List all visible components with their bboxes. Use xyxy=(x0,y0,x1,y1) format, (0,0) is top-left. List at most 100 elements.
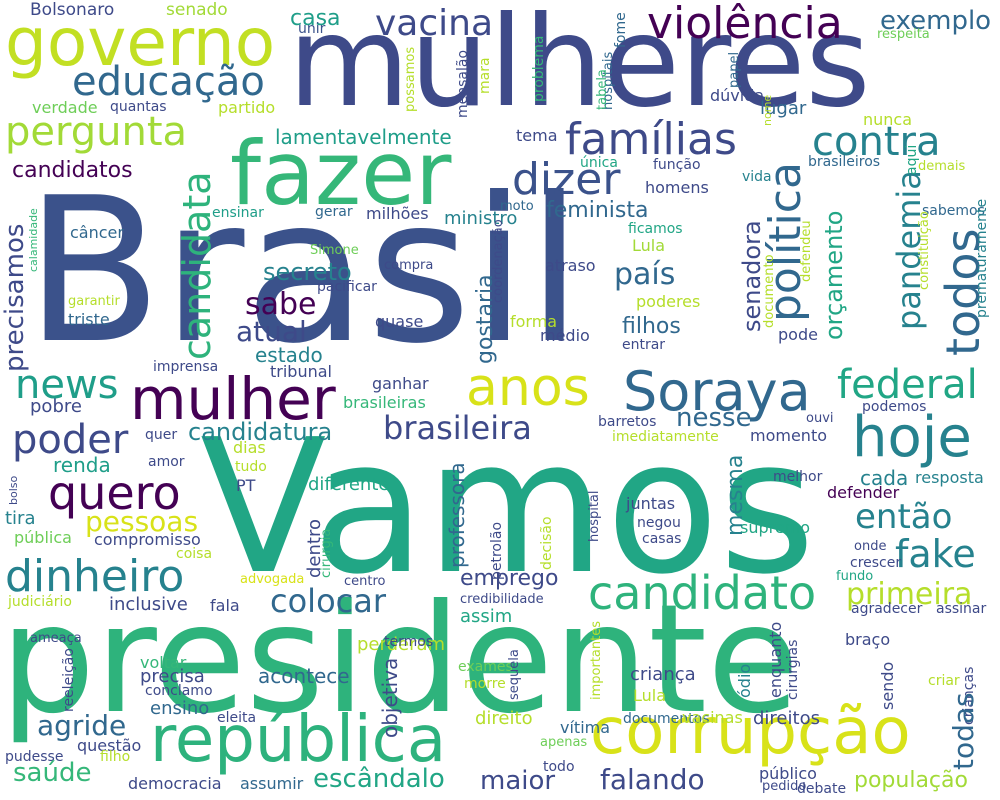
word-191: papel xyxy=(727,51,742,88)
word-164: orçamento xyxy=(820,210,848,340)
word-38: ministro xyxy=(444,208,518,229)
word-185: sendo xyxy=(878,661,897,710)
word-17: respeita xyxy=(877,27,930,42)
word-99: tira xyxy=(5,508,36,529)
word-73: pobre xyxy=(30,396,82,417)
word-58: médio xyxy=(540,326,590,345)
word-180: sequela xyxy=(507,649,522,700)
word-121: agradecer xyxy=(851,601,923,617)
word-34: vida xyxy=(742,169,772,185)
word-43: ficamos xyxy=(628,221,683,237)
word-182: ódio xyxy=(735,663,754,698)
word-178: reeleição xyxy=(61,648,77,712)
word-13: casa xyxy=(290,6,341,31)
word-156: debate xyxy=(797,781,847,797)
word-20: dizer xyxy=(512,154,621,205)
word-94: diferente xyxy=(308,474,390,495)
word-88: tudo xyxy=(235,459,267,475)
word-98: então xyxy=(855,497,953,537)
word-36: feminista xyxy=(546,198,649,223)
word-128: termos xyxy=(384,634,434,650)
word-86: renda xyxy=(53,453,111,477)
word-45: sabemos xyxy=(922,203,985,219)
word-14: Bolsonaro xyxy=(30,0,115,20)
word-40: gerar xyxy=(315,204,353,220)
word-71: ganhar xyxy=(372,374,429,393)
word-177: bolso xyxy=(7,475,20,505)
word-165: senadora xyxy=(738,220,766,332)
word-192: mara xyxy=(477,57,493,94)
word-66: tribunal xyxy=(270,362,332,381)
word-97: pessoas xyxy=(85,505,199,538)
word-145: apenas xyxy=(540,735,588,750)
word-52: garantir xyxy=(68,294,120,309)
word-198: documento xyxy=(762,254,777,328)
word-113: centro xyxy=(344,574,386,589)
word-75: nesse xyxy=(676,403,752,433)
word-39: milhões xyxy=(366,204,429,223)
word-150: saúde xyxy=(13,758,92,788)
word-124: ameaça xyxy=(30,631,82,646)
word-37: moto xyxy=(500,199,534,214)
word-7: pergunta xyxy=(5,109,188,155)
word-126: perderam xyxy=(357,634,446,655)
word-26: tema xyxy=(516,126,558,145)
word-84: ouvi xyxy=(806,411,834,426)
word-179: objetiva xyxy=(378,657,402,738)
word-8: república xyxy=(150,703,447,777)
word-9: corrupção xyxy=(590,695,911,769)
word-193: mensalão xyxy=(455,49,471,118)
word-155: pedido xyxy=(762,779,807,794)
word-142: vacinas xyxy=(682,708,743,727)
word-92: resposta xyxy=(915,468,984,487)
word-104: casas xyxy=(642,531,682,547)
word-153: falando xyxy=(600,763,705,796)
word-138: ensino xyxy=(150,698,210,719)
word-18: famílias xyxy=(565,114,737,165)
word-23: verdade xyxy=(32,98,98,117)
word-152: maior xyxy=(480,766,556,796)
word-117: credibilidade xyxy=(460,592,544,607)
word-187: todas xyxy=(947,692,980,770)
word-175: decisão xyxy=(539,516,555,570)
word-119: inclusive xyxy=(109,594,188,615)
word-120: fala xyxy=(210,596,240,615)
word-82: imediatamente xyxy=(612,429,719,445)
word-134: acontece xyxy=(258,664,350,688)
word-201: prematuramente xyxy=(974,198,990,318)
word-114: candidato xyxy=(588,566,817,620)
word-4: fazer xyxy=(230,122,452,225)
word-195: problema xyxy=(531,35,547,102)
word-87: amor xyxy=(148,454,185,470)
word-90: cada xyxy=(860,466,909,490)
word-67: mulher xyxy=(130,365,336,433)
word-140: direito xyxy=(475,708,533,729)
word-108: dinheiro xyxy=(5,551,185,602)
word-176: hospital xyxy=(587,490,602,542)
word-100: negou xyxy=(637,515,681,531)
word-35: homens xyxy=(645,178,709,197)
word-69: Soraya xyxy=(623,360,811,423)
word-141: documentos xyxy=(623,711,710,727)
word-72: brasileiras xyxy=(343,393,426,412)
word-6: educação xyxy=(72,59,265,105)
word-149: todo xyxy=(543,759,575,775)
word-95: defender xyxy=(827,483,900,502)
word-10: violência xyxy=(647,0,843,49)
word-80: hoje xyxy=(852,405,972,470)
word-25: partido xyxy=(218,98,276,117)
word-15: senado xyxy=(166,0,228,20)
word-64: news xyxy=(15,362,119,408)
word-93: PT xyxy=(236,476,256,495)
word-105: onde xyxy=(854,539,887,554)
word-129: exames xyxy=(458,659,513,675)
word-110: fundo xyxy=(836,569,874,584)
word-101: supremo xyxy=(740,518,811,537)
word-131: criança xyxy=(630,664,696,685)
word-1: Vamos xyxy=(200,399,816,615)
word-11: vacina xyxy=(375,3,494,44)
word-81: barretos xyxy=(598,414,657,430)
word-62: pode xyxy=(778,325,818,344)
word-137: agride xyxy=(37,709,127,742)
